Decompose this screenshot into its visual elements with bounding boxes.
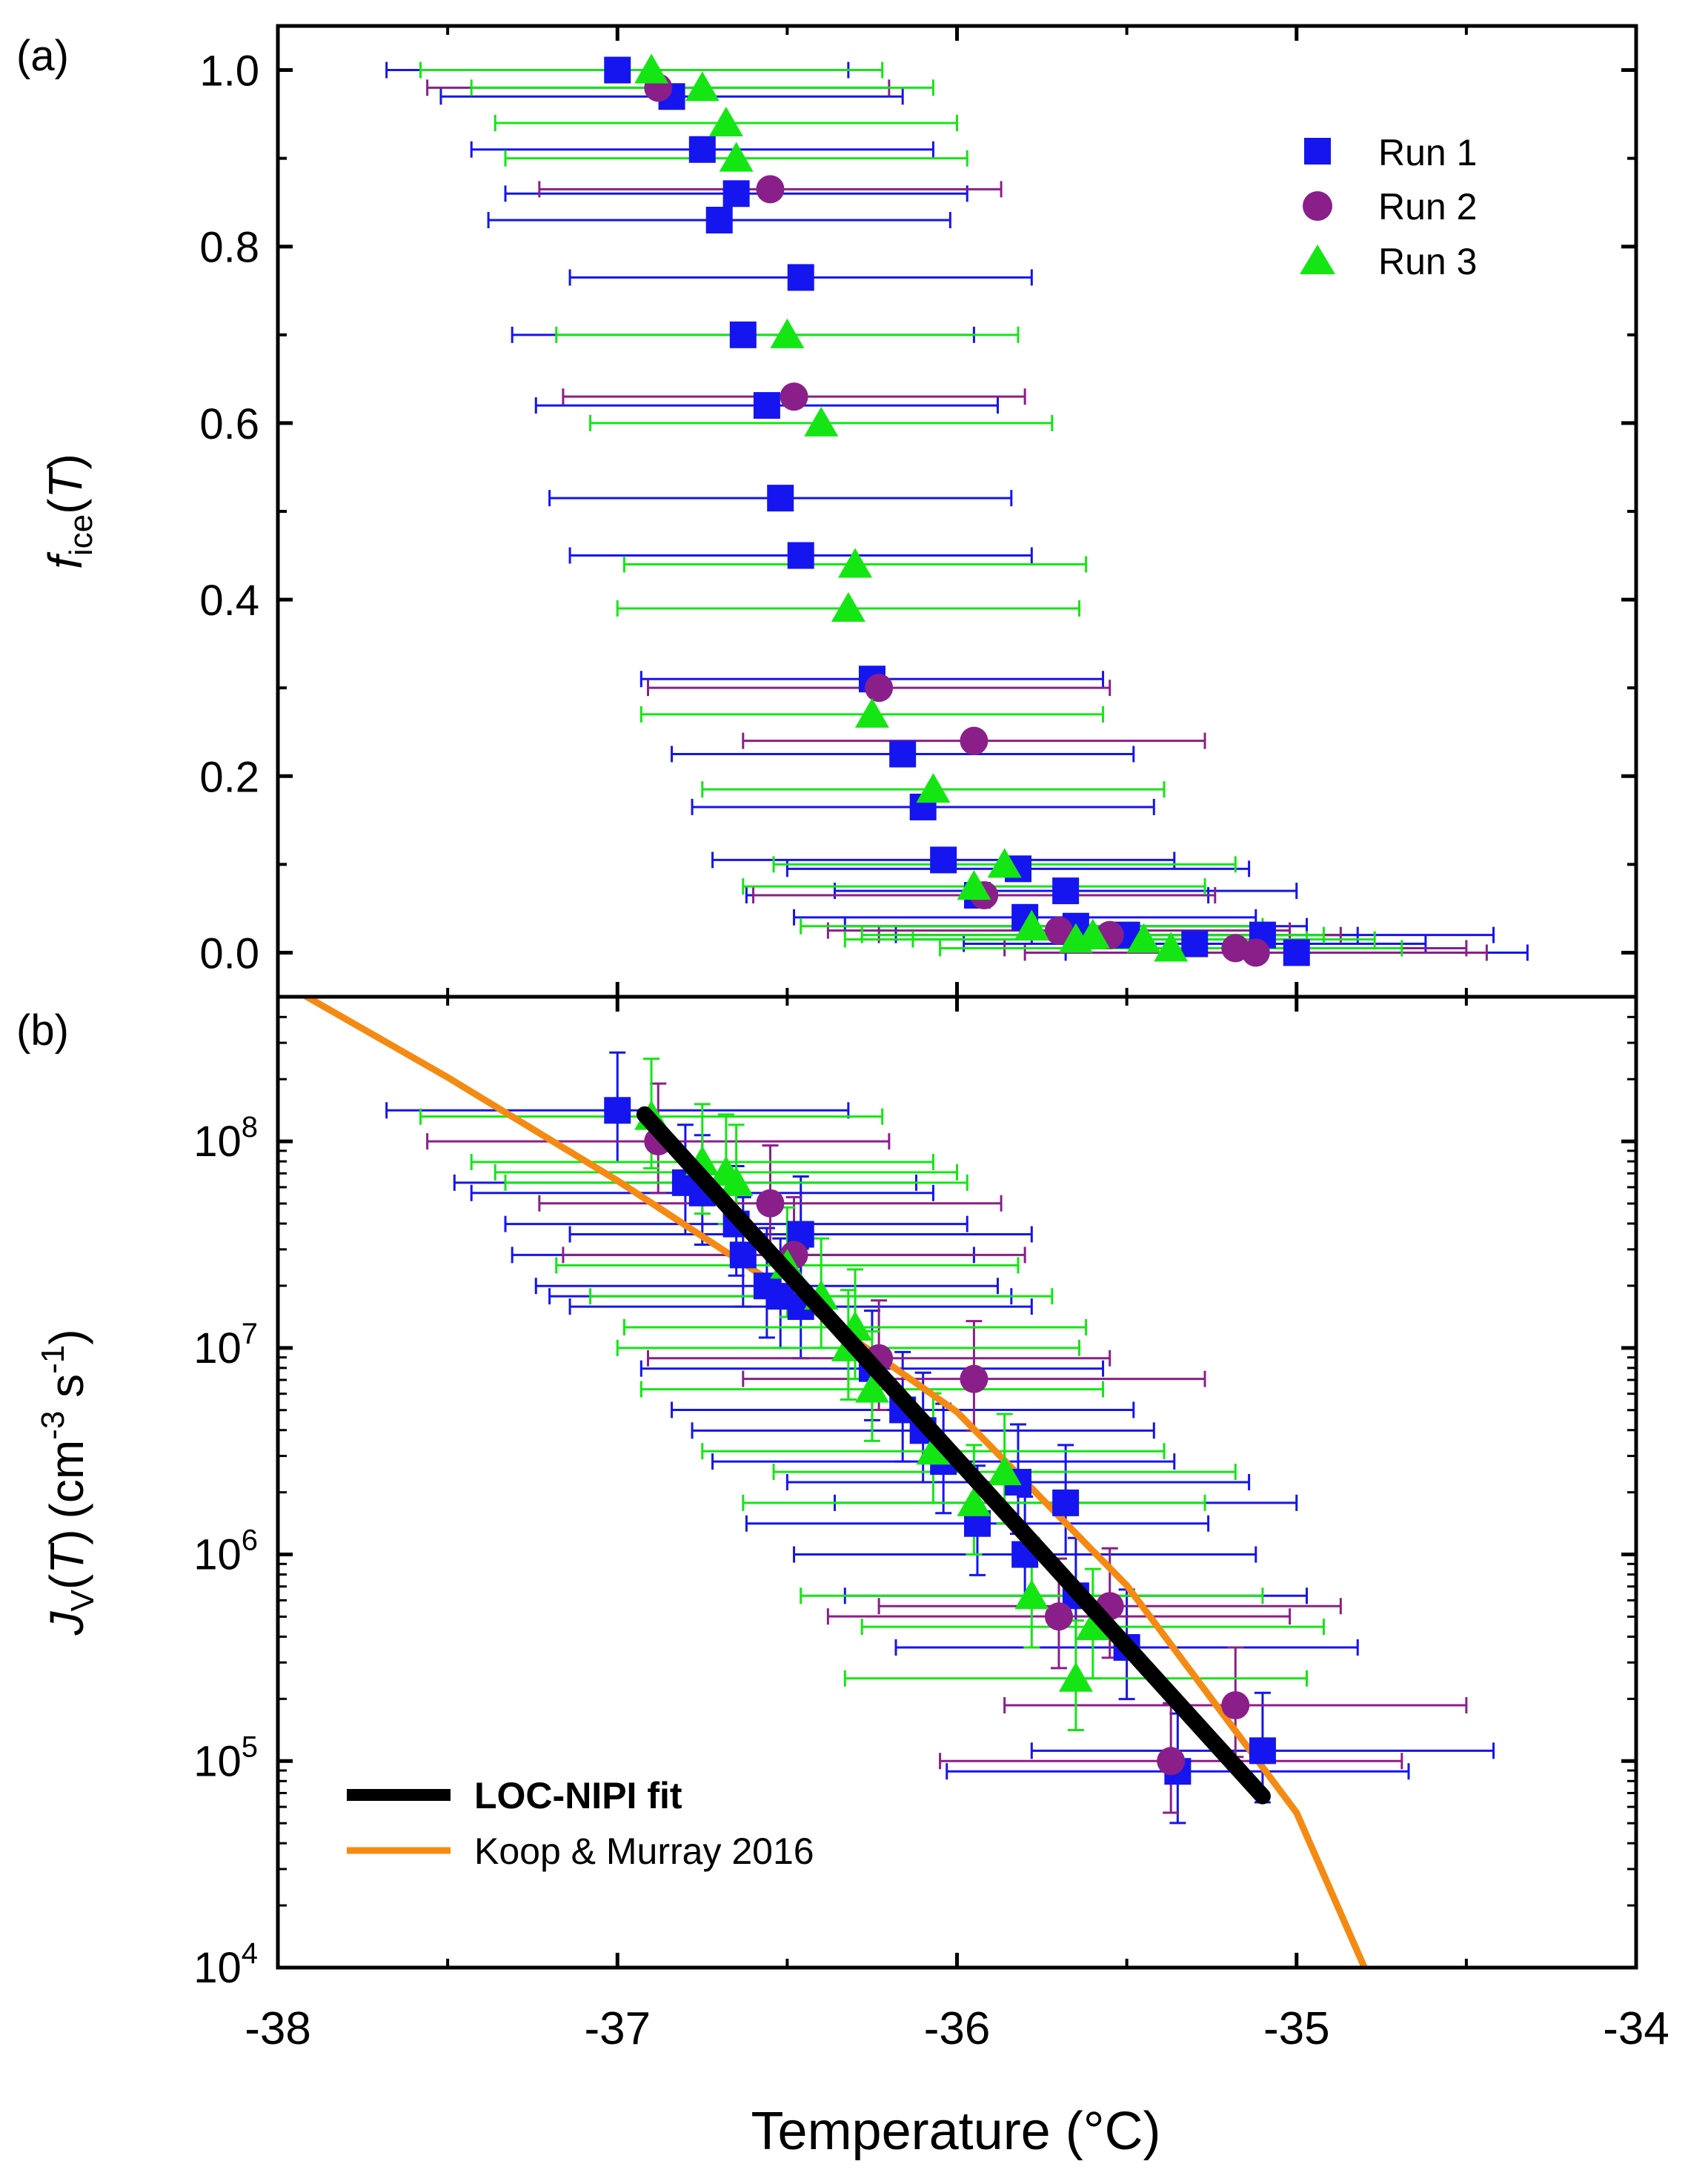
b-ytick-label: 107 [193,1318,258,1373]
a-point-run1 [787,264,814,291]
a-point-run1 [1052,877,1080,905]
panel-a-label: (a) [16,32,69,80]
panel-b-ticks: -38 -37 -36 -35 -34 104 105 106 107 108 [193,995,1669,2054]
x-tick-label: -37 [584,2003,651,2054]
a-ytick-label: 0.8 [199,224,259,272]
a-ytick-label: 0.6 [199,400,259,448]
a-point-run1 [1283,939,1310,966]
a-ytick-label: 0.4 [199,577,259,625]
b-ytick-label: 105 [193,1730,258,1785]
b-point-run2 [1221,1691,1250,1720]
a-ytick-label: 0.2 [199,753,259,801]
a-point-run3 [1075,918,1110,949]
a-point-run3 [719,142,754,172]
b-point-run3 [916,1435,951,1465]
a-point-run1 [767,485,794,512]
a-point-run3 [854,697,889,728]
legend-label-run2: Run 2 [1378,186,1477,228]
x-tick-label: -35 [1263,2003,1330,2054]
legend-label-run1: Run 1 [1378,132,1477,173]
b-ytick-label: 108 [193,1111,258,1166]
legend-label-fit: LOC-NIPI fit [474,1775,682,1816]
a-point-run2 [1241,938,1270,967]
b-point-run3 [1075,1610,1110,1641]
a-point-run3 [770,318,805,348]
a-point-run1 [930,846,957,874]
panel-b-lines [636,1106,1271,1805]
a-point-run1 [787,542,814,569]
a-point-run1 [889,740,917,768]
b-point-run3 [1058,1662,1093,1692]
b-point-run2 [960,1364,988,1393]
a-point-run1 [1181,930,1209,957]
b-point-run3 [719,1166,754,1196]
b-ytick-label: 104 [193,1937,258,1992]
a-point-run1 [722,180,750,208]
a-point-run3 [831,592,865,622]
x-axis-title: Temperature (°C) [751,2102,1161,2161]
a-point-run2 [756,175,785,204]
legend-label-koop-murray: Koop & Murray 2016 [474,1830,814,1872]
a-point-run3 [957,870,991,900]
a-point-run3 [804,406,839,437]
x-tick-label: -36 [924,2003,991,2054]
panel-a-legend: Run 1 Run 2 Run 3 [1300,132,1477,282]
a-point-run1 [705,207,733,233]
legend-marker-run2 [1303,191,1332,221]
panel-b-label: (b) [16,1006,69,1055]
a-point-run3 [685,71,720,102]
panel-a-markers [604,53,1310,967]
b-point-run3 [854,1373,889,1403]
panel-b-ylabel: JV(T)(cm-3 s-1) [35,1329,101,1636]
a-ytick-label: 1.0 [199,47,259,96]
b-point-run2 [756,1189,785,1218]
b-point-run2 [1157,1747,1186,1776]
b-point-run2 [1044,1602,1073,1631]
panel-b: (b) -38 -37 -36 -35 -34 104 105 106 107 108 JV(T)… [16,995,1669,2161]
b-point-run3 [987,1456,1022,1486]
b-point-run1 [729,1241,757,1269]
a-point-run1 [753,392,780,419]
b-point-run1 [604,1097,631,1124]
a-point-run2 [780,382,808,411]
a-point-run3 [634,53,669,84]
a-point-run3 [838,548,873,578]
a-point-run1 [604,56,631,84]
koop-murray-line [299,997,1368,1968]
panel-a-ylabel: fice(T) [39,454,99,569]
a-point-run3 [1126,923,1161,953]
a-point-run1 [729,321,757,348]
a-ytick-label: 0.0 [199,929,259,978]
b-point-run1 [1052,1489,1080,1516]
b-point-run1 [1249,1737,1276,1765]
b-point-run3 [957,1486,991,1516]
a-point-run2 [1044,916,1073,945]
a-point-run1 [688,136,716,163]
a-point-run3 [987,848,1022,878]
x-tick-label: -34 [1603,2003,1669,2054]
b-ytick-label: 106 [193,1524,258,1579]
panel-b-frame [276,995,1638,1970]
panel-b-legend: LOC-NIPI fit Koop & Murray 2016 [347,1775,814,1872]
panel-a-error-bars [385,62,1529,961]
panel-a: (a) 0.0 0.2 0.4 0.6 0.8 1.0 fice(T) Run 1 Run… [16,24,1638,999]
fit-line [636,1106,1271,1805]
a-point-run2 [865,674,894,703]
a-point-run3 [708,107,743,136]
x-tick-label: -38 [245,2003,311,2054]
panel-b-error-bars [299,997,1495,1968]
a-point-run2 [960,726,988,755]
a-point-run3 [916,773,951,803]
b-point-run3 [1014,1579,1049,1610]
a-point-run3 [1154,932,1189,962]
legend-label-run3: Run 3 [1378,241,1477,282]
panel-a-ticks: 0.0 0.2 0.4 0.6 0.8 1.0 [199,26,1638,997]
legend-marker-run3 [1300,245,1335,274]
a-point-run3 [1014,909,1049,940]
legend-marker-run1 [1304,138,1331,165]
